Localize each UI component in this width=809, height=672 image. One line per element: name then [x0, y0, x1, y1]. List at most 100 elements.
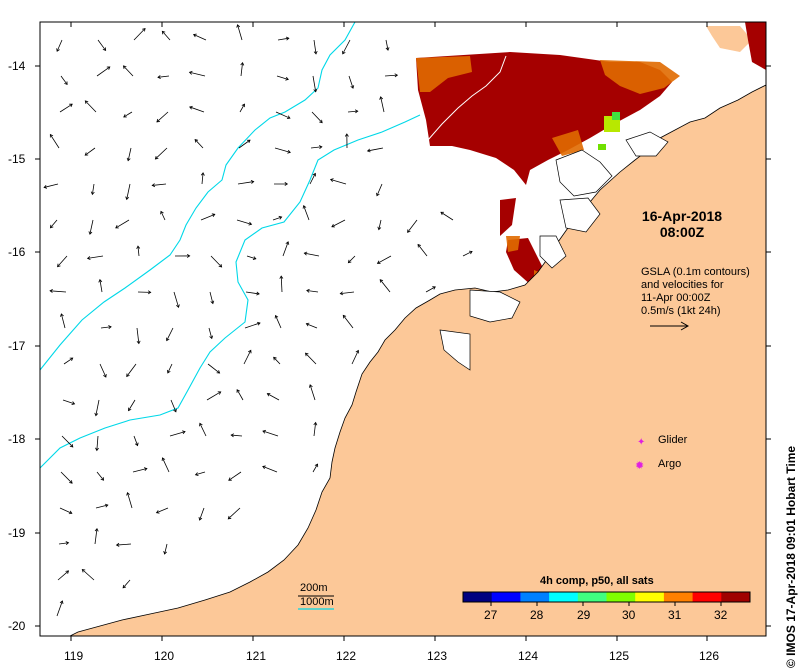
colorbar	[463, 592, 751, 606]
velocity-arrow	[50, 219, 58, 229]
velocity-arrowhead	[210, 300, 215, 305]
velocity-arrow	[425, 286, 436, 293]
velocity-arrowhead	[417, 243, 422, 248]
velocity-arrow	[272, 216, 282, 221]
velocity-arrowhead	[344, 133, 349, 137]
velocity-arrowhead	[366, 148, 371, 153]
colorbar-segment	[692, 592, 722, 602]
velocity-arrowhead	[182, 430, 186, 435]
velocity-arrow	[347, 110, 358, 113]
velocity-arrowhead	[122, 65, 127, 69]
glider-legend-label: Glider	[658, 434, 688, 446]
velocity-arrow	[231, 434, 243, 437]
velocity-arrow	[275, 315, 282, 329]
velocity-arrow	[116, 543, 132, 546]
colorbar-segment	[635, 592, 665, 602]
velocity-arrow	[199, 423, 207, 437]
velocity-arrow	[152, 183, 167, 186]
velocity-arrowhead	[211, 213, 216, 218]
velocity-arrowhead	[147, 290, 152, 295]
colorbar-tick-label: 30	[622, 608, 636, 622]
velocity-arrowhead	[319, 119, 323, 124]
colorbar-segment	[463, 592, 493, 602]
velocity-arrowhead	[56, 48, 60, 52]
lon-tick-label: 126	[699, 649, 720, 663]
velocity-arrow	[132, 468, 147, 473]
velocity-arrow	[44, 183, 59, 188]
velocity-arrow	[305, 352, 317, 365]
velocity-arrowhead	[209, 335, 214, 340]
velocity-arrowhead	[163, 551, 168, 555]
velocity-arrow	[169, 431, 186, 437]
isobath-1000m-label: 1000m	[300, 596, 334, 608]
colorbar-segment	[721, 592, 751, 602]
colorbar-segment	[520, 592, 550, 602]
colorbar-tick-label: 31	[668, 608, 682, 622]
velocity-arrowhead	[49, 224, 54, 229]
velocity-arrow	[228, 471, 242, 481]
velocity-arrow	[208, 327, 213, 339]
velocity-arrow	[193, 34, 207, 41]
velocity-arrow	[407, 219, 418, 233]
coastline-islands	[439, 131, 669, 371]
velocity-arrow	[91, 183, 95, 195]
velocity-arrow	[378, 219, 382, 230]
velocity-arrow	[206, 391, 221, 401]
velocity-arrowhead	[69, 103, 73, 108]
velocity-arrowhead	[86, 256, 91, 260]
velocity-arrow	[282, 241, 289, 257]
velocity-arrow	[330, 179, 347, 185]
velocity-arrow	[276, 75, 289, 80]
velocity-arrow	[377, 255, 392, 264]
velocity-arrow	[236, 389, 244, 401]
velocity-arrow	[210, 255, 222, 268]
velocity-arrowhead	[313, 421, 318, 426]
velocity-arrow	[126, 183, 131, 200]
velocity-arrowhead	[241, 103, 246, 108]
velocity-arrow	[62, 399, 75, 405]
velocity-arrow	[246, 255, 256, 260]
isobath-1000m-line	[39, 114, 421, 469]
lon-tick-label: 119	[64, 649, 84, 663]
velocity-arrow	[207, 363, 220, 374]
velocity-arrow	[123, 65, 134, 77]
axis-ticks	[35, 22, 771, 641]
velocity-arrow	[309, 384, 316, 401]
velocity-arrowhead	[279, 275, 284, 279]
isobath-200m-label: 200m	[300, 582, 328, 594]
velocity-arrow	[376, 183, 383, 196]
velocity-arrow	[50, 290, 67, 293]
velocity-arrow	[96, 435, 99, 451]
velocity-arrowhead	[65, 570, 70, 574]
velocity-arrowhead	[122, 584, 127, 589]
velocity-arrowhead	[303, 251, 308, 256]
velocity-arrow	[280, 276, 283, 293]
lon-tick-label: 122	[336, 649, 357, 663]
velocity-arrowhead	[355, 349, 360, 354]
velocity-arrowhead	[284, 182, 289, 186]
velocity-arrows	[43, 24, 473, 617]
velocity-arrowhead	[94, 412, 99, 417]
colorbar-segment	[577, 592, 607, 602]
velocity-arrow	[96, 471, 104, 481]
velocity-arrow	[313, 422, 317, 437]
lon-tick-label: 121	[246, 649, 267, 663]
velocity-arrowhead	[126, 157, 131, 162]
velocity-arrow	[244, 322, 261, 329]
velocity-arrow	[173, 291, 179, 308]
velocity-arrow	[348, 75, 354, 89]
info-line: GSLA (0.1m contours)	[641, 266, 750, 278]
velocity-arrowhead	[64, 81, 68, 86]
velocity-arrow	[189, 71, 206, 77]
velocity-arrowhead	[200, 172, 205, 176]
coastal-island-outline	[469, 289, 521, 323]
velocity-arrowhead	[302, 205, 307, 209]
velocity-arrowhead	[331, 223, 335, 228]
velocity-arrowhead	[176, 304, 180, 309]
velocity-arrow	[56, 600, 63, 617]
lon-tick-label: 120	[154, 649, 175, 663]
velocity-arrow	[239, 103, 245, 113]
velocity-arrowhead	[59, 600, 64, 604]
velocity-arrowhead	[194, 139, 199, 143]
